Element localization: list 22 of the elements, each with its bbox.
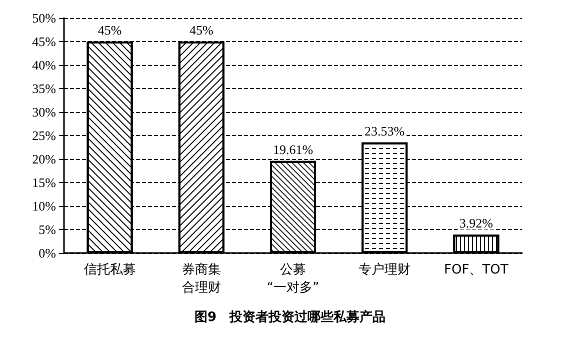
text: 图9 投资者投资过哪些私募产品: [194, 309, 386, 325]
x-tick-label: 信托私募: [84, 262, 136, 278]
y-tick-label: 30%: [32, 104, 56, 120]
data-label: 19.61%: [272, 142, 314, 157]
x-tick-label: FOF、TOT: [444, 262, 508, 278]
data-label: 45%: [189, 22, 214, 38]
x-tick-label: 专户理财: [358, 262, 411, 278]
y-tick-label: 35%: [32, 81, 56, 96]
y-tick-label: 0%: [38, 246, 56, 260]
y-tick-label: 20%: [32, 152, 56, 166]
data-label: 23.53%: [364, 123, 405, 138]
y-tick-label: 40%: [32, 58, 56, 72]
y-tick-label: 45%: [32, 34, 56, 49]
y-tick-label: 5%: [38, 222, 56, 237]
y-tick-label: 15%: [32, 175, 56, 190]
data-label: 45%: [98, 22, 122, 38]
y-tick-label: 50%: [32, 10, 56, 26]
y-tick-label: 25%: [32, 128, 56, 143]
x-tick-label: 公募“一对多”: [266, 262, 320, 296]
data-label: 3.92%: [459, 216, 494, 231]
x-tick-label: 券商集合理财: [182, 262, 221, 296]
y-tick-label: 10%: [32, 198, 56, 214]
